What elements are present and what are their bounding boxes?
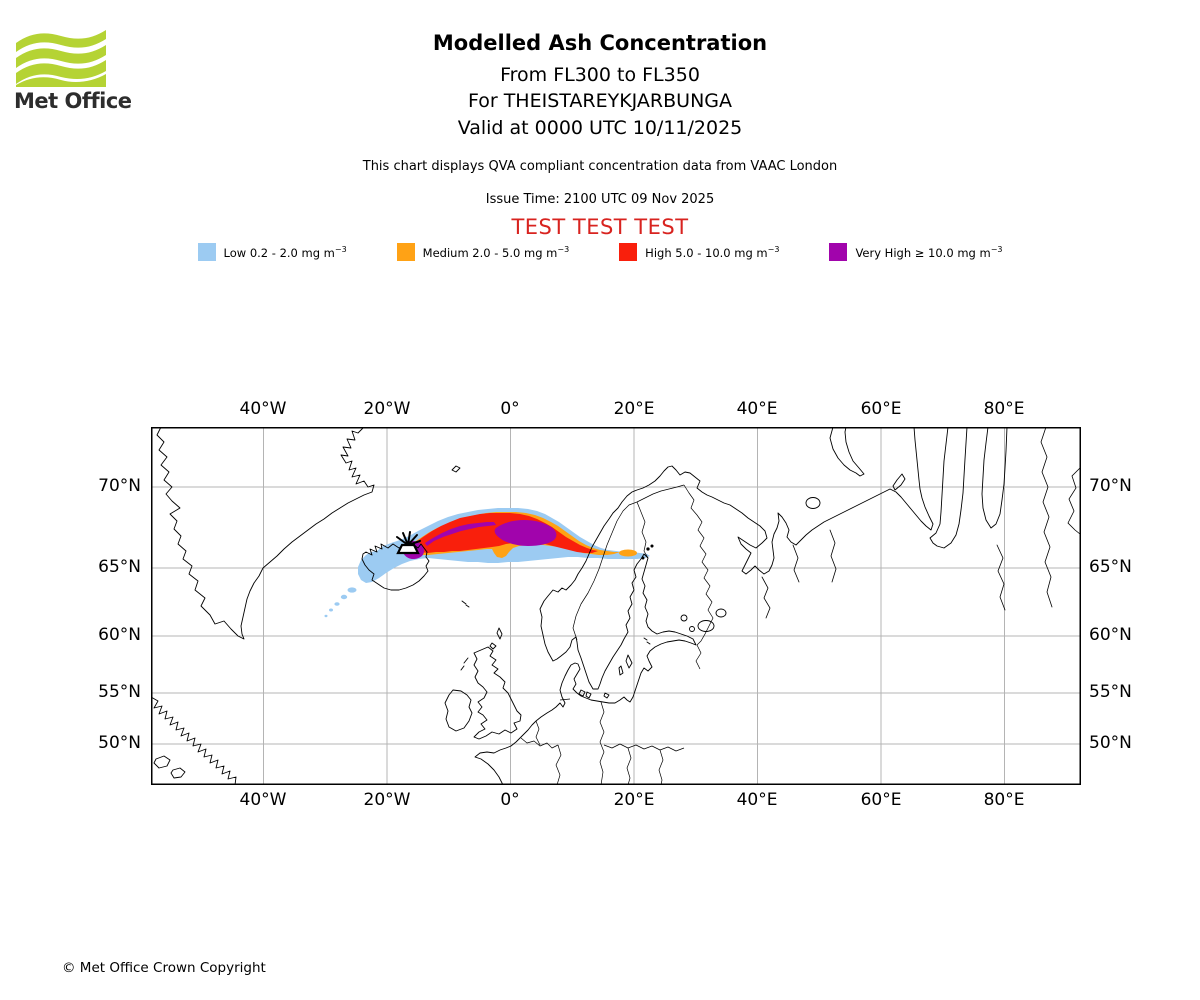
very-high-swatch-icon (829, 243, 848, 261)
legend-label-medium: Medium 2.0 - 5.0 mg m (422, 245, 558, 260)
lon-label-bottom: 40°W (239, 790, 287, 810)
high-swatch-icon (619, 243, 638, 261)
subtitle-volcano: For THEISTAREYKJARBUNGA (467, 90, 733, 112)
issue-time: Issue Time: 2100 UTC 09 Nov 2025 (485, 192, 715, 207)
medium-swatch-icon (396, 243, 415, 261)
lon-label-bottom: 20°E (613, 790, 655, 810)
low-swatch-icon (197, 243, 216, 261)
lon-label-top: 80°E (983, 399, 1025, 419)
test-banner: TEST TEST TEST (511, 215, 689, 239)
lon-label-top: 60°E (860, 399, 902, 419)
met-office-logo-icon (16, 30, 106, 87)
lat-label-left: 70°N (98, 476, 141, 496)
qva-note: This chart displays QVA compliant concen… (362, 159, 838, 174)
legend-item-medium: Medium 2.0 - 5.0 mg m−3 (396, 243, 569, 261)
legend-label-high: High 5.0 - 10.0 mg m (645, 245, 768, 260)
lon-label-bottom: 20°W (363, 790, 411, 810)
page-title: Modelled Ash Concentration (432, 31, 768, 55)
graticule (151, 427, 1081, 785)
lat-label-right: 60°N (1089, 625, 1132, 645)
lon-label-top: 40°E (736, 399, 778, 419)
lon-label-bottom: 40°E (736, 790, 778, 810)
lat-label-left: 60°N (98, 625, 141, 645)
met-office-logo-text: Met Office (14, 89, 132, 113)
lon-label-bottom: 0° (500, 790, 520, 810)
lat-label-right: 65°N (1089, 557, 1132, 577)
lat-label-right: 70°N (1089, 476, 1132, 496)
map-canvas (150, 426, 1081, 786)
legend-item-high: High 5.0 - 10.0 mg m−3 (619, 243, 779, 261)
lat-label-right: 55°N (1089, 682, 1132, 702)
lon-label-top: 0° (500, 399, 520, 419)
coastlines (150, 426, 1008, 786)
map-frame (151, 427, 1081, 785)
legend-item-very-high: Very High ≥ 10.0 mg m−3 (829, 243, 1002, 261)
subtitle-flight-levels: From FL300 to FL350 (500, 64, 700, 86)
lon-label-top: 40°W (239, 399, 287, 419)
lon-label-top: 20°E (613, 399, 655, 419)
copyright: © Met Office Crown Copyright (62, 960, 266, 976)
volcano-eruption-icon (396, 531, 421, 555)
map-svg (150, 426, 1081, 786)
lon-label-bottom: 80°E (983, 790, 1025, 810)
lat-label-left: 55°N (98, 682, 141, 702)
legend-label-very-high: Very High ≥ 10.0 mg m (855, 245, 991, 260)
lat-label-left: 65°N (98, 557, 141, 577)
legend-label-low: Low 0.2 - 2.0 mg m (223, 245, 335, 260)
rivers (761, 426, 1081, 619)
legend: Low 0.2 - 2.0 mg m−3 Medium 2.0 - 5.0 mg… (0, 243, 1200, 261)
subtitle-valid-time: Valid at 0000 UTC 10/11/2025 (457, 117, 743, 139)
lat-label-right: 50°N (1089, 733, 1132, 753)
lon-label-bottom: 60°E (860, 790, 902, 810)
lon-label-top: 20°W (363, 399, 411, 419)
country-borders (520, 484, 714, 786)
lat-label-left: 50°N (98, 733, 141, 753)
legend-item-low: Low 0.2 - 2.0 mg m−3 (197, 243, 347, 261)
